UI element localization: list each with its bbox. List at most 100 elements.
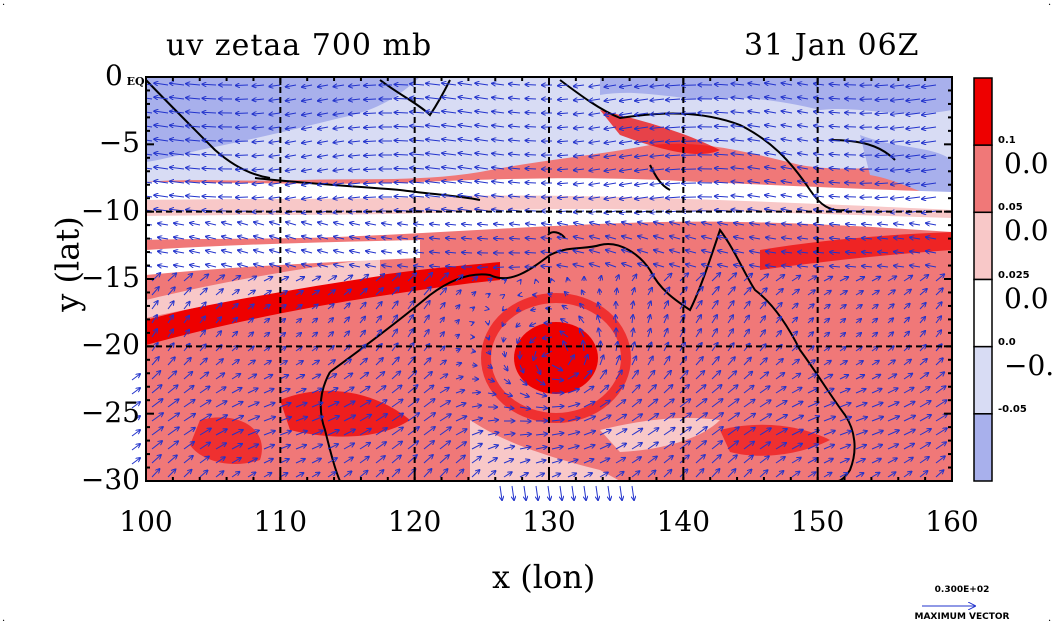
wind-vector <box>648 301 651 310</box>
wind-vector <box>343 331 349 338</box>
wind-vector <box>791 318 797 324</box>
wind-vector <box>839 291 847 296</box>
wind-vector <box>183 316 189 324</box>
wind-vector <box>558 223 569 225</box>
wind-vector <box>878 224 889 225</box>
wind-vector <box>814 98 825 99</box>
wind-vector <box>814 266 825 267</box>
wind-vector <box>814 224 825 225</box>
wind-vector <box>286 127 297 129</box>
wind-vector <box>743 330 749 338</box>
wind-vector <box>891 127 905 128</box>
wind-vector <box>509 84 521 85</box>
wind-vector <box>906 183 921 185</box>
wind-vector <box>414 224 425 225</box>
wind-vector <box>475 111 489 113</box>
wind-vector <box>635 127 649 129</box>
wind-vector <box>823 277 832 282</box>
wind-vector <box>263 375 272 380</box>
wind-vector <box>782 252 793 253</box>
wind-vector <box>663 274 671 282</box>
wind-vector <box>270 264 281 267</box>
wind-vector <box>327 318 333 324</box>
wind-vector <box>183 288 191 296</box>
wind-vector <box>650 197 665 199</box>
wind-vector <box>903 332 909 338</box>
wind-vector <box>647 288 652 296</box>
wind-vector <box>174 237 185 239</box>
wind-vector <box>839 277 848 282</box>
wind-vector <box>862 238 873 239</box>
wind-vector <box>563 341 569 352</box>
wind-vector <box>830 196 841 197</box>
wind-vector <box>253 169 265 170</box>
wind-vector <box>174 251 185 253</box>
wind-vector <box>732 112 745 113</box>
wind-vector <box>906 85 921 87</box>
wind-vector <box>410 140 425 141</box>
wind-vector <box>302 197 313 199</box>
wind-vector <box>183 344 190 352</box>
wind-vector <box>334 264 345 267</box>
wind-vector <box>131 374 140 381</box>
wind-vector <box>926 251 937 253</box>
wind-vector <box>375 316 381 324</box>
wind-vector <box>791 276 800 282</box>
wind-vector <box>807 318 813 324</box>
wind-vector <box>186 126 201 127</box>
wind-vector <box>871 305 878 310</box>
wind-vector <box>366 251 377 253</box>
wind-vector <box>605 113 617 115</box>
wind-vector <box>823 361 831 366</box>
wind-vector <box>398 265 409 267</box>
wind-vector <box>146 139 153 142</box>
wind-vector <box>782 181 793 183</box>
wind-vector <box>302 236 313 239</box>
wind-vector <box>154 209 169 211</box>
wind-vector <box>199 330 205 338</box>
wind-vector <box>364 155 377 156</box>
wind-vector <box>471 277 477 281</box>
wind-vector <box>732 126 745 127</box>
wind-vector <box>407 329 413 338</box>
wind-vector <box>459 139 473 141</box>
wind-vector <box>775 317 781 324</box>
wind-vector <box>333 155 345 157</box>
wind-vector <box>919 303 926 310</box>
wind-vector <box>359 303 366 310</box>
wind-vector <box>410 98 425 99</box>
wind-vector <box>558 113 569 114</box>
wind-vector <box>862 224 873 225</box>
wind-vector <box>782 266 793 267</box>
wind-vector <box>648 315 650 324</box>
wind-vector <box>311 375 320 380</box>
wind-vector <box>364 85 377 86</box>
wind-vector <box>231 360 239 366</box>
wind-vector <box>871 319 877 324</box>
wind-vector <box>558 99 569 100</box>
wind-vector <box>782 167 793 169</box>
wind-vector <box>823 319 829 324</box>
wind-vector <box>935 288 943 296</box>
wind-vector <box>302 85 313 87</box>
wind-vector <box>349 183 361 184</box>
wind-vector <box>727 273 736 282</box>
wind-vector <box>715 140 729 141</box>
wind-vector <box>327 304 334 310</box>
wind-vector <box>727 329 733 338</box>
wind-vector <box>718 237 729 239</box>
wind-vector <box>903 304 910 310</box>
wind-vector <box>206 251 217 253</box>
wind-vector <box>606 222 617 225</box>
wind-vector <box>334 222 345 225</box>
wind-vector <box>638 250 649 253</box>
wind-vector <box>622 222 633 225</box>
wind-vector <box>253 99 265 100</box>
wind-vector <box>798 139 809 141</box>
wind-vector <box>398 251 409 253</box>
wind-vector <box>887 290 895 296</box>
wind-vector <box>459 181 473 183</box>
wind-vector <box>446 252 457 253</box>
wind-vector <box>423 315 429 324</box>
wind-vector <box>318 222 329 225</box>
